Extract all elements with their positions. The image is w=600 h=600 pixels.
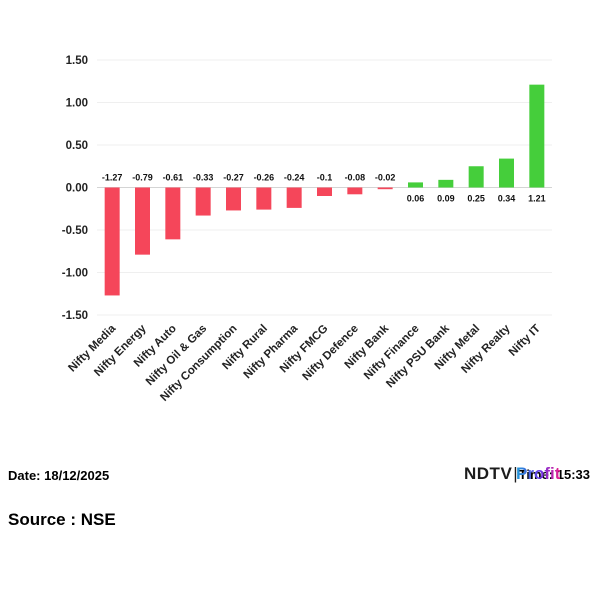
- source-label: Source : NSE: [8, 510, 116, 529]
- bar-nifty-realty: [499, 158, 514, 188]
- bar-value-label: -0.61: [163, 173, 184, 183]
- bar-nifty-rural: [256, 187, 272, 210]
- y-tick-label: 0.00: [66, 183, 88, 195]
- sector-performance-chart: 1.50 1.00 0.50 0.00 -0.50 -1.00 -1.50 -1.27 Nift…: [62, 55, 552, 404]
- footer: Date: 18/12/2025 NDTV|Time: 15:33 Profit…: [8, 464, 590, 530]
- y-tick-label: -1.50: [62, 310, 88, 322]
- bar-nifty-oil-gas: [195, 187, 211, 216]
- bar-nifty-consumption: [226, 187, 241, 211]
- y-tick-label: -1.00: [62, 268, 88, 280]
- bar-value-label: 0.25: [467, 194, 485, 204]
- bar-value-label: -0.24: [284, 173, 305, 183]
- bar-value-label: -0.79: [132, 173, 153, 183]
- bar-nifty-psu-bank: [438, 179, 454, 188]
- profit-logo-text: Profit: [516, 464, 561, 483]
- bar-value-label: -0.33: [193, 173, 214, 183]
- bar-nifty-bank: [377, 187, 393, 190]
- bar-value-label: 0.06: [407, 194, 425, 204]
- bar-nifty-media: [104, 187, 120, 296]
- bar-value-label: 0.34: [498, 194, 516, 204]
- ndtv-logo-text: NDTV: [464, 464, 513, 483]
- y-tick-label: -0.50: [62, 225, 88, 237]
- footer-row: Date: 18/12/2025 NDTV|Time: 15:33 Profit: [8, 464, 590, 490]
- bar-value-label: -1.27: [102, 173, 123, 183]
- bar-value-label: 1.21: [528, 194, 546, 204]
- time-label: Time: 15:33: [519, 467, 590, 482]
- bar-value-label: -0.02: [375, 173, 396, 183]
- bar-nifty-fmcg: [317, 187, 332, 196]
- bar-nifty-energy: [135, 187, 150, 255]
- chart-svg: 1.50 1.00 0.50 0.00 -0.50 -1.00 -1.50 -1.27 Nift…: [62, 55, 552, 404]
- bar-value-label: -0.1: [317, 173, 333, 183]
- logo-separator: |: [513, 464, 517, 483]
- y-tick-label: 0.50: [66, 140, 88, 152]
- date-label: Date: 18/12/2025: [8, 468, 110, 483]
- bar-nifty-metal: [468, 166, 484, 188]
- bar-nifty-defence: [347, 187, 363, 195]
- x-tick-label: Nifty IT: [507, 323, 543, 359]
- y-tick-label: 1.00: [66, 98, 88, 110]
- y-tick-label: 1.50: [66, 55, 88, 67]
- bar-value-label: 0.09: [437, 194, 455, 204]
- bar-nifty-auto: [165, 187, 181, 240]
- bar-value-label: -0.26: [254, 173, 275, 183]
- bar-nifty-pharma: [286, 187, 302, 208]
- bar-nifty-it: [529, 84, 545, 188]
- bar-value-label: -0.08: [345, 173, 366, 183]
- ndtv-profit-logo: NDTV|Time: 15:33 Profit: [464, 464, 590, 490]
- bar-value-label: -0.27: [223, 173, 244, 183]
- bar-nifty-finance: [408, 182, 423, 188]
